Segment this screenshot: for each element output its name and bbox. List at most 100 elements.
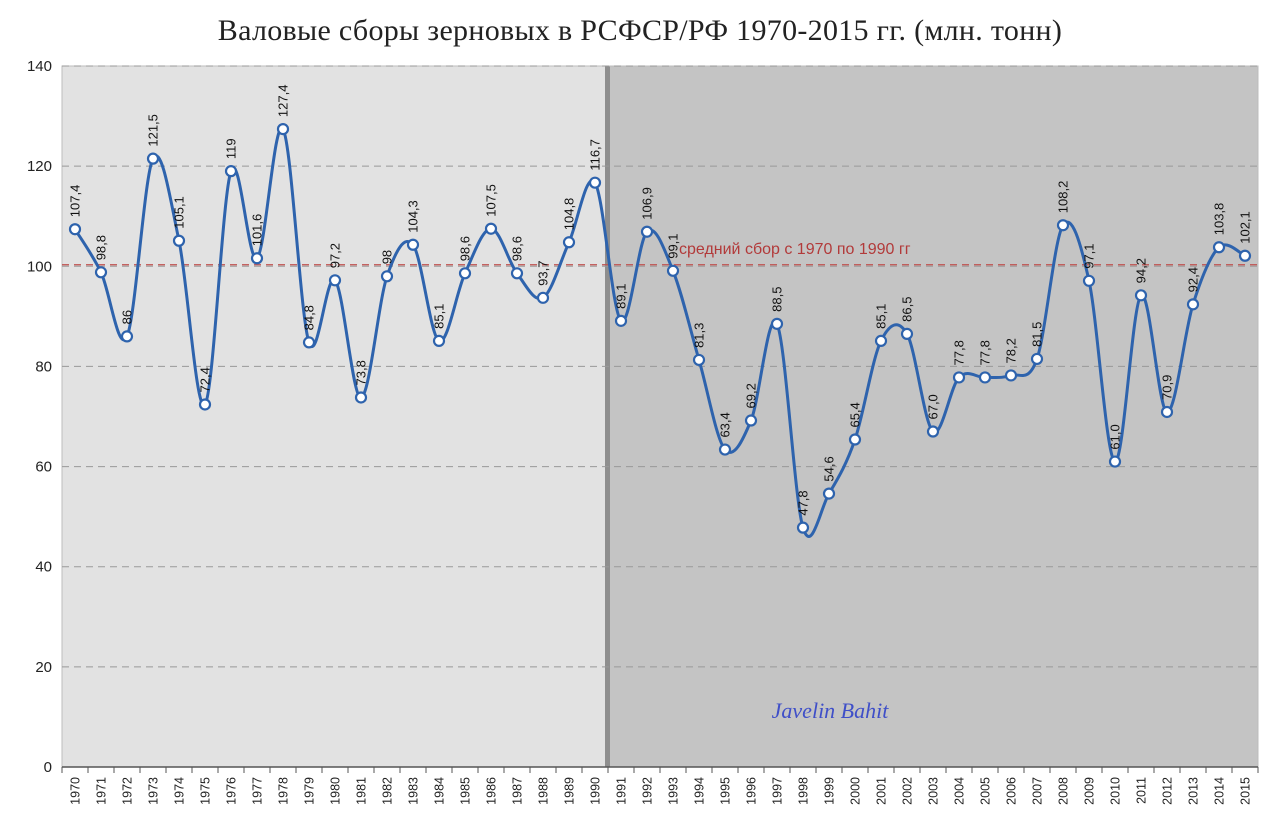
x-tick-label: 1973 [147,777,161,805]
data-label: 78,2 [1004,338,1019,363]
data-label: 98,6 [510,236,525,261]
x-tick-label: 1970 [69,777,83,805]
x-tick-label: 1979 [303,777,317,805]
x-tick-label: 1984 [433,777,447,805]
data-point [1082,274,1096,287]
x-tick-label: 1972 [121,777,135,805]
x-tick-label: 2003 [927,777,941,805]
region-divider [605,66,610,767]
data-point [614,314,628,327]
data-label: 86 [120,310,135,324]
data-label: 77,8 [952,340,967,365]
x-tick-label: 1989 [563,777,577,805]
x-tick-label: 1987 [511,777,525,805]
x-tick-label: 2012 [1161,777,1175,805]
reference-line-group: средний сбор с 1970 по 1990 гг [62,241,1258,266]
data-label: 119 [224,138,239,159]
data-label: 98,6 [458,236,473,261]
data-point [848,433,862,446]
data-label: 65,4 [848,402,863,427]
data-label: 107,5 [484,184,499,217]
x-tick-label: 2006 [1005,777,1019,805]
data-point [68,223,82,236]
data-point [718,443,732,456]
data-label: 85,1 [432,304,447,329]
watermark-signature: Javelin Bahit [772,698,890,723]
data-point [978,371,992,384]
reference-line-label: средний сбор с 1970 по 1990 гг [679,241,911,258]
data-point [484,222,498,235]
x-tick-label: 1990 [589,777,603,805]
data-point [1108,455,1122,468]
data-point [666,264,680,277]
x-tick-label: 1983 [407,777,421,805]
data-label: 106,9 [640,187,655,220]
data-label: 88,5 [770,287,785,312]
x-tick-label: 2002 [901,777,915,805]
y-tick-label: 0 [44,759,52,776]
data-point [328,274,342,287]
data-point [250,252,264,265]
data-point [822,487,836,500]
x-tick-label: 2010 [1109,777,1123,805]
y-tick-label: 40 [35,559,52,576]
data-point [146,152,160,165]
data-label: 54,6 [822,456,837,481]
data-label: 81,3 [692,323,707,348]
x-tick-label: 1999 [823,777,837,805]
data-point [1212,241,1226,254]
x-tick-label: 2005 [979,777,993,805]
data-point [640,225,654,238]
data-label: 127,4 [276,85,291,118]
data-label: 89,1 [614,284,629,309]
data-label: 102,1 [1238,211,1253,244]
data-point [510,267,524,280]
x-tick-label: 1997 [771,777,785,805]
x-tick-label: 2007 [1031,777,1045,805]
x-tick-label: 1985 [459,777,473,805]
x-tick-label: 1994 [693,777,707,805]
data-point [1004,369,1018,382]
x-tick-label: 1986 [485,777,499,805]
x-tick-label: 1971 [95,777,109,805]
data-point [1186,298,1200,311]
series-line [73,126,1246,538]
x-tick-label: 1991 [615,777,629,805]
data-label: 97,1 [1082,243,1097,268]
data-point [276,122,290,136]
data-label: 104,3 [406,200,421,233]
data-point [432,334,446,347]
x-tick-label: 2013 [1187,777,1201,805]
data-label: 98,8 [94,235,109,260]
y-tick-label: 80 [35,358,52,375]
x-tick-label: 2015 [1239,777,1253,805]
x-tick-label: 1974 [173,777,187,805]
x-tick-label: 1998 [797,777,811,805]
x-tick-label: 2008 [1057,777,1071,805]
data-point [354,391,368,404]
watermark-group: Javelin Bahit [772,698,890,723]
x-tick-label: 2004 [953,777,967,805]
data-label: 63,4 [718,412,733,437]
gridlines [62,65,1258,668]
data-point [302,336,316,349]
x-tick-label: 1982 [381,777,395,805]
data-point [900,327,914,340]
data-label: 67,0 [926,394,941,419]
data-label: 104,8 [562,198,577,231]
data-label: 94,2 [1134,258,1149,283]
data-label: 98 [380,250,395,264]
data-point [1134,289,1148,302]
data-label: 85,1 [874,304,889,329]
x-tick-label: 2000 [849,777,863,805]
y-tick-label: 120 [27,158,52,175]
y-tick-label: 20 [35,659,52,676]
data-point [120,330,134,343]
plot-background [61,65,1259,768]
data-point [172,234,186,247]
data-point [1056,219,1070,232]
data-label: 47,8 [796,490,811,515]
data-label: 73,8 [354,360,369,385]
data-point [562,236,576,249]
